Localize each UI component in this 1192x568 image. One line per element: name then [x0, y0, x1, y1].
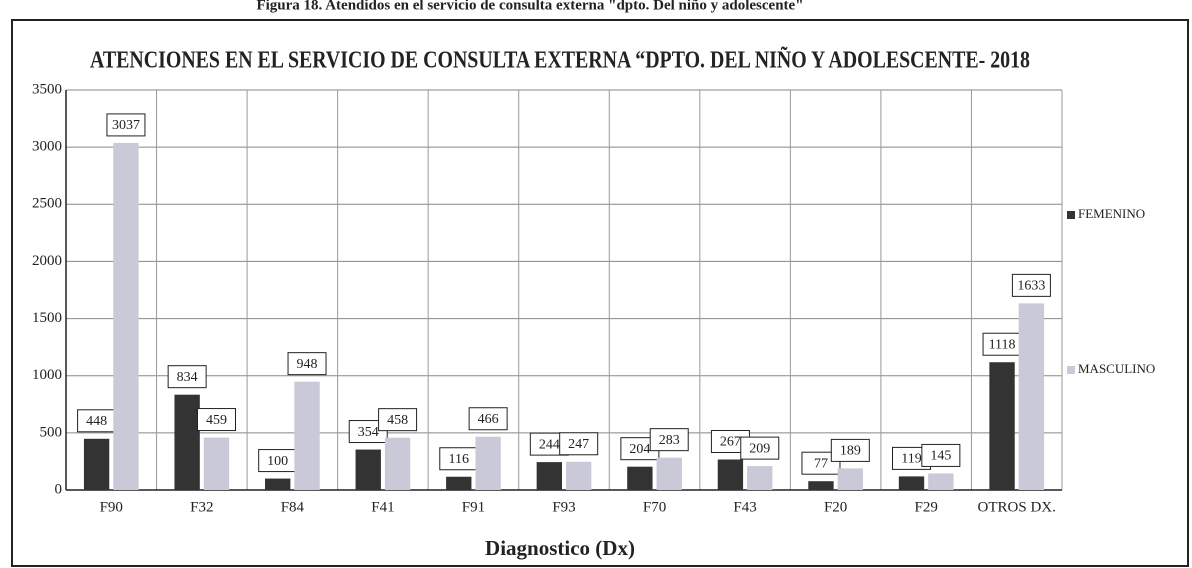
bar — [837, 468, 863, 490]
y-tick-label: 3500 — [32, 81, 62, 97]
value-label: 283 — [659, 433, 680, 448]
value-label: 244 — [539, 437, 560, 452]
bar — [747, 466, 773, 490]
value-label: 1118 — [989, 337, 1016, 352]
value-label: 458 — [387, 413, 408, 428]
x-tick-label: F20 — [824, 499, 847, 515]
value-label-box — [740, 436, 780, 460]
value-label-box — [378, 408, 418, 432]
value-label: 204 — [629, 442, 650, 457]
value-label: 3037 — [112, 118, 140, 133]
value-label: 189 — [840, 444, 861, 459]
bar — [566, 461, 592, 490]
x-tick-label: F43 — [733, 499, 756, 515]
value-label-box — [167, 365, 207, 389]
caption: Figura 18. Atendidos en el servicio de c… — [256, 0, 803, 13]
bar — [475, 436, 501, 490]
legend-swatch — [1067, 366, 1075, 374]
bar — [174, 394, 200, 490]
value-label: 247 — [568, 437, 589, 452]
value-label: 448 — [86, 414, 107, 429]
value-label-box — [1011, 273, 1051, 297]
bar — [83, 438, 110, 490]
bar — [928, 473, 954, 490]
x-tick-label: F91 — [462, 499, 485, 515]
y-tick-label: 0 — [55, 481, 63, 497]
bar — [717, 459, 744, 490]
value-label: 466 — [478, 412, 499, 427]
y-tick-label: 500 — [40, 424, 63, 440]
x-tick-label: F41 — [371, 499, 394, 515]
value-label: 209 — [749, 441, 770, 456]
legend-label: MASCULINO — [1078, 361, 1155, 376]
bar — [294, 381, 320, 490]
bar — [656, 457, 682, 490]
y-tick-label: 1000 — [32, 367, 62, 383]
value-label: 119 — [901, 452, 921, 467]
value-label-box — [468, 407, 508, 431]
value-label-box — [921, 443, 961, 467]
value-label: 267 — [720, 435, 741, 450]
y-tick-label: 1500 — [32, 310, 62, 326]
x-tick-label: OTROS DX. — [978, 499, 1056, 515]
bar — [808, 481, 834, 490]
value-label-box — [649, 428, 689, 452]
y-tick-label: 2500 — [32, 196, 62, 212]
value-label-box — [830, 438, 870, 462]
x-tick-label: F90 — [100, 499, 123, 515]
x-tick-label: F70 — [643, 499, 666, 515]
bar — [1018, 303, 1045, 490]
value-label: 77 — [814, 456, 828, 471]
x-tick-label: F32 — [190, 499, 213, 515]
value-label-box — [348, 420, 388, 444]
bar — [203, 437, 230, 490]
bar — [536, 462, 562, 490]
value-label-box — [196, 408, 236, 432]
chart-border — [11, 19, 1189, 567]
x-axis-title: Diagnostico (Dx) — [485, 536, 635, 560]
value-label: 948 — [297, 357, 318, 372]
value-label-box — [106, 113, 146, 137]
value-label: 459 — [206, 413, 227, 428]
value-label: 1633 — [1017, 279, 1045, 294]
y-tick-label: 2000 — [32, 253, 62, 269]
legend-label: FEMENINO — [1078, 206, 1145, 221]
bar — [627, 466, 653, 490]
bar — [265, 478, 291, 490]
value-label-box — [559, 432, 599, 456]
x-tick-label: F29 — [915, 499, 938, 515]
value-label-box — [801, 451, 841, 475]
chart-title: ATENCIONES EN EL SERVICIO DE CONSULTA EX… — [90, 48, 1030, 74]
x-tick-label: F84 — [281, 499, 305, 515]
value-label: 116 — [449, 452, 469, 467]
bar — [989, 362, 1015, 490]
y-tick-label: 3000 — [32, 139, 62, 155]
bar — [898, 476, 925, 490]
value-label-box — [287, 352, 327, 376]
value-label: 354 — [358, 425, 379, 440]
bar — [355, 449, 381, 490]
x-tick-label: F93 — [552, 499, 575, 515]
bar — [113, 142, 139, 490]
bar — [446, 476, 472, 490]
bar — [384, 437, 411, 490]
legend-swatch — [1067, 211, 1075, 219]
value-label: 834 — [177, 370, 198, 385]
value-label: 145 — [930, 449, 951, 464]
value-label: 100 — [267, 454, 288, 469]
